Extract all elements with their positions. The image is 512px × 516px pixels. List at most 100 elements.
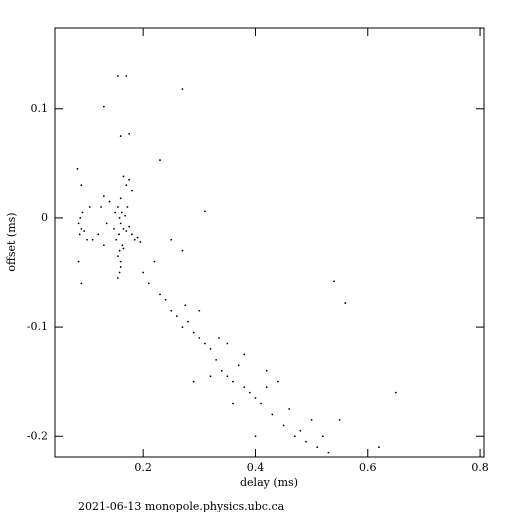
point (119, 197, 122, 200)
point (187, 320, 189, 323)
point (125, 184, 128, 187)
point (122, 227, 125, 230)
y-tick-label: 0.1 (31, 102, 49, 115)
point (119, 260, 122, 263)
point (122, 247, 125, 250)
point (81, 211, 84, 214)
point (293, 435, 296, 438)
point (394, 391, 397, 394)
point (116, 255, 119, 258)
point (118, 249, 121, 252)
point (128, 225, 131, 228)
point (209, 375, 212, 378)
point (260, 402, 262, 405)
point (108, 200, 111, 203)
y-tick-label: 0 (41, 211, 48, 224)
point (120, 211, 123, 214)
point (344, 302, 347, 304)
point (198, 309, 201, 312)
point (192, 331, 195, 334)
x-tick-label: 0.8 (471, 461, 489, 474)
y-tick-label: -0.1 (27, 320, 48, 333)
point (142, 271, 145, 274)
point (116, 75, 119, 77)
point (333, 280, 335, 283)
point (133, 238, 136, 241)
point (159, 159, 161, 161)
point (128, 132, 131, 135)
point (80, 282, 83, 285)
point (153, 260, 156, 263)
point (204, 342, 206, 345)
point (192, 380, 195, 383)
point (159, 293, 161, 296)
point (100, 206, 102, 208)
point (215, 358, 218, 361)
point (91, 238, 94, 241)
point (125, 230, 128, 232)
point (338, 418, 341, 421)
point (118, 271, 121, 274)
point (121, 244, 124, 247)
point (119, 135, 122, 137)
point (305, 440, 307, 443)
point (243, 386, 246, 389)
point (139, 241, 142, 243)
point (248, 391, 251, 394)
point (122, 175, 125, 178)
point (277, 380, 279, 383)
plot-frame (54, 27, 485, 458)
point (243, 353, 246, 356)
point (321, 435, 324, 438)
point (170, 238, 173, 241)
point (310, 418, 313, 421)
y-tick-label: -0.2 (27, 429, 48, 442)
x-tick-label: 0.6 (359, 461, 377, 474)
point (232, 402, 234, 405)
point (102, 244, 105, 247)
point (220, 369, 223, 372)
point (128, 178, 131, 181)
point (282, 424, 285, 427)
point (79, 217, 82, 219)
point (86, 238, 88, 241)
point (80, 227, 83, 230)
point (114, 211, 116, 214)
point (316, 446, 319, 449)
point (175, 315, 178, 318)
point (147, 282, 150, 285)
point (226, 342, 229, 345)
point (116, 206, 119, 208)
point (125, 75, 128, 77)
point (126, 206, 129, 208)
point (254, 435, 257, 438)
footer: 2021-06-13 monopole.physics.ubc.ca (78, 500, 285, 512)
point (77, 222, 80, 225)
point (97, 233, 100, 236)
x-tick-label: 0.4 (247, 461, 265, 474)
point (136, 236, 139, 239)
point (119, 222, 122, 225)
point (83, 230, 86, 232)
point (265, 386, 268, 389)
point (198, 337, 201, 339)
point (226, 375, 229, 378)
point (218, 337, 220, 339)
point (327, 451, 330, 454)
point (115, 238, 118, 241)
point (288, 408, 291, 410)
point (209, 348, 212, 350)
point (118, 233, 120, 236)
point (170, 309, 173, 312)
point (88, 206, 91, 208)
point (378, 446, 380, 449)
point (204, 210, 206, 213)
point (131, 189, 133, 192)
point (76, 167, 79, 170)
point (124, 214, 127, 217)
point (77, 260, 80, 263)
point (131, 233, 133, 236)
point (113, 227, 115, 230)
x-tick-label: 0.2 (134, 461, 152, 474)
